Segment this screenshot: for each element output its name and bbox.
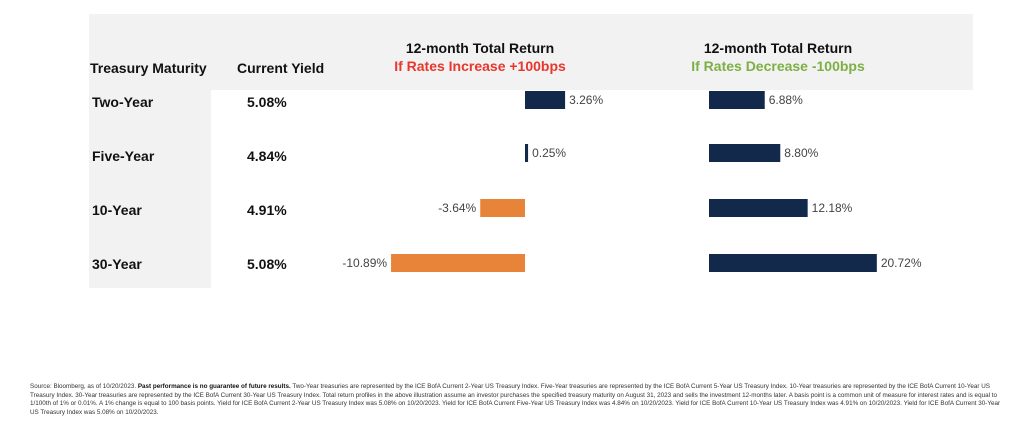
- row-yield-two-year: 5.08%: [247, 94, 287, 110]
- increase-bar-label-0: 3.26%: [569, 93, 603, 107]
- increase-bar-3: [391, 254, 525, 272]
- increase-subtitle: If Rates Increase +100bps: [394, 58, 566, 74]
- increase-bar-label-1: 0.25%: [532, 146, 566, 160]
- decrease-bar-label-1: 8.80%: [784, 146, 818, 160]
- yield-header: Current Yield: [237, 60, 325, 76]
- maturity-header: Treasury Maturity: [90, 60, 207, 76]
- row-yield-30-year: 5.08%: [247, 256, 287, 272]
- footnote: Source: Bloomberg, as of 10/20/2023. Pas…: [30, 383, 1002, 417]
- footnote-disclaimer: Past performance is no guarantee of futu…: [137, 383, 291, 390]
- decrease-subtitle: If Rates Decrease -100bps: [691, 58, 865, 74]
- footnote-body: Two-Year treasuries are represented by t…: [30, 383, 1001, 416]
- row-label-10-year: 10-Year: [92, 202, 142, 218]
- decrease-bar-label-2: 12.18%: [812, 201, 853, 215]
- decrease-bar-3: [709, 254, 877, 272]
- increase-bar-1: [525, 144, 529, 162]
- row-yield-10-year: 4.91%: [247, 202, 287, 218]
- header-background: [89, 14, 973, 90]
- row-label-30-year: 30-Year: [92, 256, 142, 272]
- row-label-two-year: Two-Year: [92, 94, 154, 110]
- maturity-column-background: [89, 90, 211, 288]
- footnote-source: Source: Bloomberg, as of 10/20/2023.: [30, 383, 138, 390]
- decrease-header: 12-month Total Return If Rates Decrease …: [691, 39, 865, 75]
- increase-bar-label-2: -3.64%: [438, 201, 476, 215]
- increase-bar-2: [480, 199, 525, 217]
- decrease-bar-label-0: 6.88%: [769, 93, 803, 107]
- row-label-five-year: Five-Year: [92, 148, 155, 164]
- decrease-bar-2: [709, 199, 808, 217]
- increase-header: 12-month Total Return If Rates Increase …: [394, 39, 566, 75]
- decrease-bar-label-3: 20.72%: [881, 256, 922, 270]
- increase-bar-0: [525, 91, 566, 109]
- decrease-title: 12-month Total Return: [703, 40, 853, 56]
- increase-title: 12-month Total Return: [405, 40, 555, 56]
- row-yield-five-year: 4.84%: [247, 148, 287, 164]
- decrease-bar-1: [709, 144, 781, 162]
- decrease-bar-0: [709, 91, 765, 109]
- increase-bar-label-3: -10.89%: [342, 256, 387, 270]
